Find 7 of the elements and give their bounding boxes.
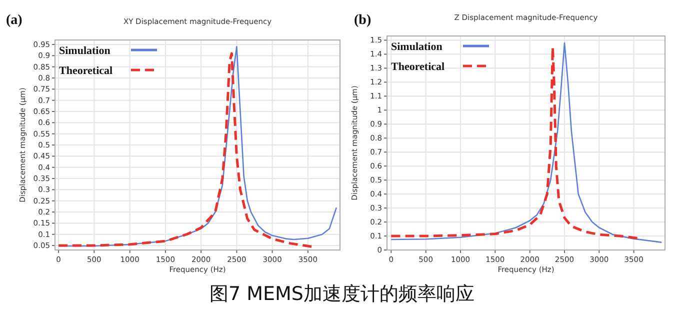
legend-label: Theoretical bbox=[59, 65, 113, 77]
legend-label: Simulation bbox=[59, 45, 110, 57]
legend-label: Theoretical bbox=[391, 61, 445, 73]
text: (a) bbox=[6, 13, 23, 28]
text: (b) bbox=[354, 13, 372, 28]
legend-label: Simulation bbox=[391, 41, 442, 53]
caption: 图7 MEMS加速度计的频率响应 bbox=[210, 283, 474, 305]
